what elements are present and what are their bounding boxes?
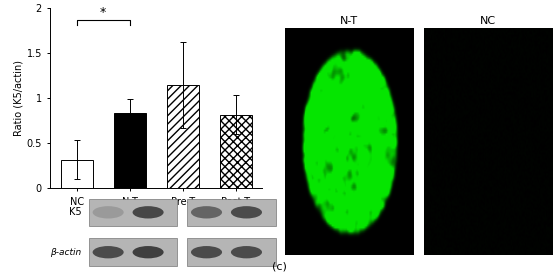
Bar — [114, 113, 146, 188]
Ellipse shape — [133, 206, 163, 219]
Bar — [167, 85, 199, 188]
Text: β-actin: β-actin — [50, 248, 81, 257]
Text: *: * — [100, 6, 107, 19]
Ellipse shape — [93, 206, 124, 219]
Bar — [89, 238, 177, 266]
Ellipse shape — [191, 246, 222, 258]
Bar — [187, 199, 276, 226]
Ellipse shape — [133, 246, 163, 258]
Title: N-T: N-T — [340, 16, 358, 25]
Bar — [187, 238, 276, 266]
Bar — [89, 199, 177, 226]
Y-axis label: Ratio (K5/actin): Ratio (K5/actin) — [14, 60, 24, 136]
Ellipse shape — [231, 206, 262, 219]
Title: NC: NC — [480, 16, 496, 25]
Ellipse shape — [191, 206, 222, 219]
Bar — [61, 160, 93, 188]
Bar — [220, 115, 252, 188]
Text: (c): (c) — [272, 261, 286, 271]
Ellipse shape — [93, 246, 124, 258]
Ellipse shape — [231, 246, 262, 258]
Text: K5: K5 — [69, 207, 81, 217]
